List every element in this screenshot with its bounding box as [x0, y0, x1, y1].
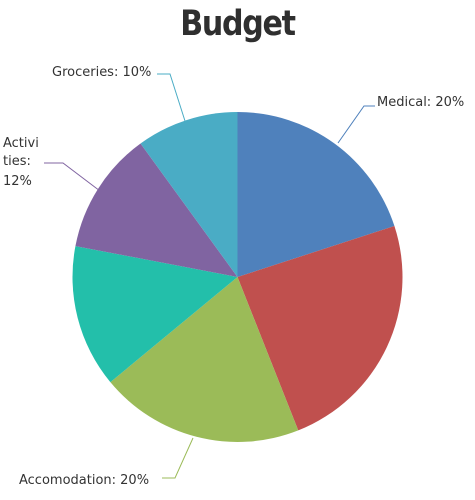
slice-label-medical: Medical: 20% — [377, 95, 464, 110]
slice-label-activities-line-1: Activi — [3, 136, 39, 151]
leader-line-activities — [44, 162, 101, 192]
pie-slice-groceries[interactable] — [140, 112, 238, 277]
pie-slice-medical[interactable] — [237, 112, 395, 277]
leader-line-medical — [337, 105, 375, 144]
leader-line-accomodation — [162, 437, 194, 479]
pie-slice-slice-2[interactable] — [237, 226, 403, 431]
slice-label-activities-line-3: 12% — [3, 174, 32, 189]
slice-label-groceries: Groceries: 10% — [52, 65, 151, 80]
pie-slice-accomodation[interactable] — [110, 277, 299, 442]
leader-line-groceries — [157, 73, 186, 122]
slice-label-activities-line-2: ties: — [3, 154, 31, 169]
pie-slice-activities[interactable] — [75, 143, 238, 277]
slice-label-accomodation: Accomodation: 20% — [19, 473, 149, 488]
pie-slice-slice-4[interactable] — [72, 246, 238, 383]
chart-title: Budget — [180, 4, 296, 44]
